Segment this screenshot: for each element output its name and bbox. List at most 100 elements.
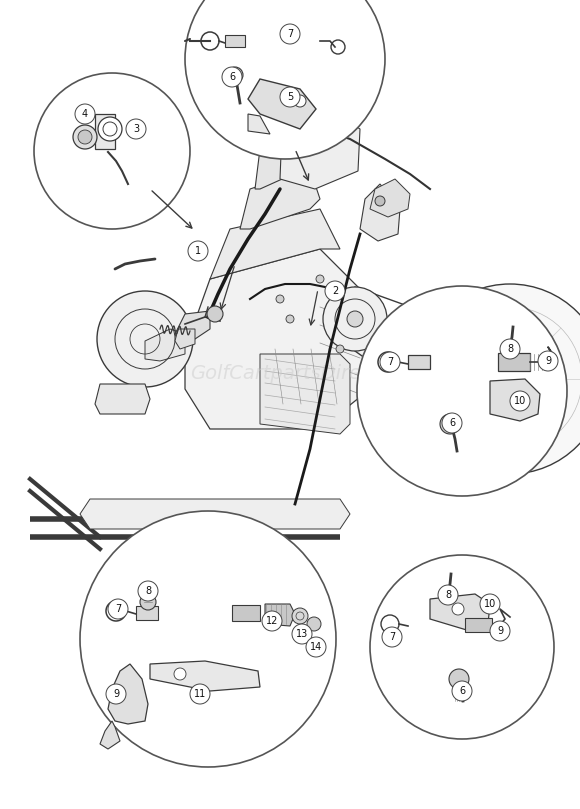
Circle shape bbox=[80, 511, 336, 767]
Circle shape bbox=[357, 286, 567, 496]
Text: 7: 7 bbox=[115, 604, 121, 614]
Circle shape bbox=[538, 351, 558, 371]
Polygon shape bbox=[465, 618, 492, 632]
Circle shape bbox=[480, 594, 500, 614]
Text: GolfCartpartsDirect: GolfCartpartsDirect bbox=[190, 364, 379, 383]
Polygon shape bbox=[232, 605, 260, 621]
Circle shape bbox=[286, 315, 294, 323]
Polygon shape bbox=[248, 114, 270, 134]
Circle shape bbox=[207, 306, 223, 322]
Circle shape bbox=[418, 347, 442, 371]
Text: 14: 14 bbox=[310, 642, 322, 652]
Text: 9: 9 bbox=[545, 356, 551, 366]
Polygon shape bbox=[360, 184, 400, 241]
Circle shape bbox=[140, 594, 156, 610]
Polygon shape bbox=[370, 179, 410, 217]
Text: 12: 12 bbox=[266, 616, 278, 626]
Circle shape bbox=[415, 284, 580, 474]
Polygon shape bbox=[108, 664, 148, 724]
Circle shape bbox=[78, 130, 92, 144]
Circle shape bbox=[325, 281, 345, 301]
Circle shape bbox=[442, 413, 462, 433]
Polygon shape bbox=[490, 379, 540, 421]
Circle shape bbox=[188, 241, 208, 261]
Text: 6: 6 bbox=[449, 418, 455, 428]
Circle shape bbox=[75, 104, 95, 124]
Polygon shape bbox=[175, 329, 195, 349]
Circle shape bbox=[292, 608, 308, 624]
Polygon shape bbox=[150, 661, 260, 691]
Polygon shape bbox=[95, 384, 150, 414]
Circle shape bbox=[307, 617, 321, 631]
Text: 4: 4 bbox=[82, 109, 88, 119]
Polygon shape bbox=[498, 353, 530, 371]
Circle shape bbox=[73, 125, 97, 149]
Circle shape bbox=[500, 339, 520, 359]
Polygon shape bbox=[100, 721, 120, 749]
Circle shape bbox=[347, 311, 363, 327]
Circle shape bbox=[190, 684, 210, 704]
Text: 9: 9 bbox=[497, 626, 503, 636]
Circle shape bbox=[126, 119, 146, 139]
Polygon shape bbox=[248, 79, 316, 129]
Circle shape bbox=[306, 100, 334, 128]
Polygon shape bbox=[95, 114, 115, 149]
Circle shape bbox=[306, 637, 326, 657]
Polygon shape bbox=[280, 109, 360, 189]
Circle shape bbox=[382, 627, 402, 647]
Circle shape bbox=[513, 392, 523, 402]
Text: 9: 9 bbox=[113, 689, 119, 699]
Text: 11: 11 bbox=[194, 689, 206, 699]
Circle shape bbox=[34, 73, 190, 229]
Circle shape bbox=[336, 345, 344, 353]
Polygon shape bbox=[145, 329, 185, 361]
Polygon shape bbox=[240, 169, 320, 229]
Text: 2: 2 bbox=[332, 286, 338, 296]
Circle shape bbox=[323, 287, 387, 351]
Circle shape bbox=[490, 621, 510, 641]
Circle shape bbox=[438, 585, 458, 605]
Circle shape bbox=[106, 684, 126, 704]
Polygon shape bbox=[80, 499, 350, 529]
Circle shape bbox=[440, 414, 460, 434]
Text: 3: 3 bbox=[133, 124, 139, 134]
Text: 13: 13 bbox=[296, 629, 308, 639]
Polygon shape bbox=[255, 134, 308, 189]
Circle shape bbox=[490, 359, 530, 399]
Text: 6: 6 bbox=[229, 72, 235, 82]
Polygon shape bbox=[265, 604, 295, 626]
Circle shape bbox=[165, 544, 185, 564]
Circle shape bbox=[294, 95, 306, 107]
Circle shape bbox=[370, 555, 554, 739]
Circle shape bbox=[227, 67, 243, 83]
Polygon shape bbox=[408, 355, 430, 369]
Circle shape bbox=[262, 611, 282, 631]
Circle shape bbox=[380, 352, 400, 372]
Circle shape bbox=[502, 341, 518, 357]
Circle shape bbox=[222, 67, 242, 87]
Circle shape bbox=[449, 669, 469, 689]
Text: 7: 7 bbox=[387, 357, 393, 367]
Text: 6: 6 bbox=[459, 686, 465, 696]
Polygon shape bbox=[210, 209, 340, 279]
Circle shape bbox=[138, 581, 158, 601]
Text: 8: 8 bbox=[507, 344, 513, 354]
Circle shape bbox=[280, 87, 300, 107]
Text: 5: 5 bbox=[287, 92, 293, 102]
Polygon shape bbox=[185, 249, 370, 429]
Text: 8: 8 bbox=[145, 586, 151, 596]
Circle shape bbox=[385, 314, 475, 404]
Circle shape bbox=[98, 117, 122, 141]
Text: 1: 1 bbox=[195, 246, 201, 256]
Text: 10: 10 bbox=[484, 599, 496, 609]
Circle shape bbox=[452, 603, 464, 615]
Polygon shape bbox=[375, 409, 535, 436]
Circle shape bbox=[316, 275, 324, 283]
Text: 7: 7 bbox=[287, 29, 293, 39]
Circle shape bbox=[510, 391, 530, 411]
Circle shape bbox=[185, 0, 385, 159]
Polygon shape bbox=[260, 354, 350, 434]
Circle shape bbox=[292, 624, 312, 644]
Circle shape bbox=[108, 599, 128, 619]
Text: 7: 7 bbox=[389, 632, 395, 642]
